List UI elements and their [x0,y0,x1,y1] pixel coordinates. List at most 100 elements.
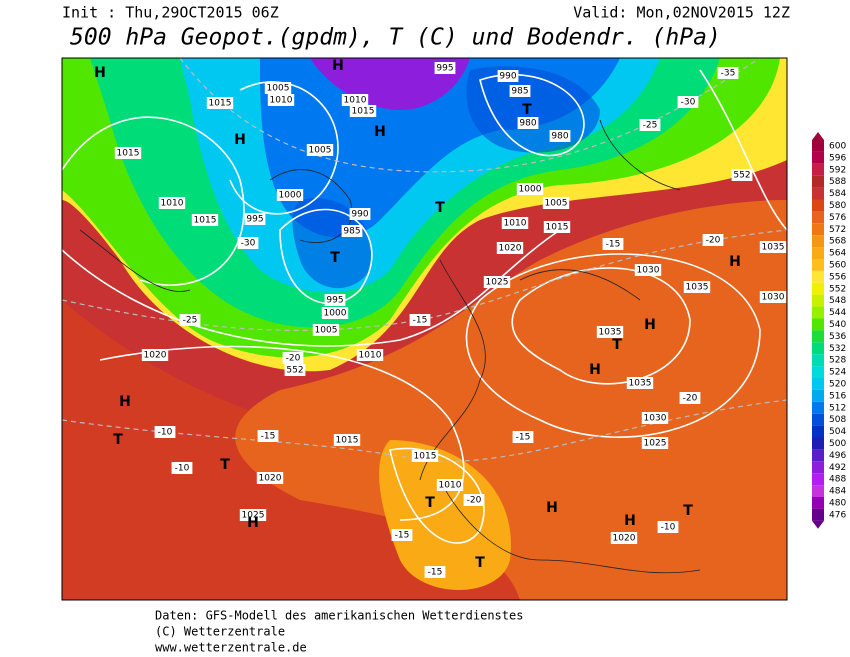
label-box [154,426,176,438]
colorbar-cell [812,247,824,259]
contour-label: -20 [467,496,482,506]
contour-label: -20 [286,354,301,364]
label-box [179,314,201,326]
colorbar-label: 492 [829,463,846,473]
contour-label: 1030 [644,414,667,424]
label-box [244,213,266,225]
contour-label: -25 [643,121,658,131]
label-box [276,189,304,201]
label-box [509,85,531,97]
contour-label: 1035 [762,243,785,253]
label-box [759,291,787,303]
colorbar-cell [812,318,824,331]
contour-label: -10 [175,464,190,474]
contour-label: 1005 [315,326,338,336]
colorbar-label: 508 [829,415,846,425]
colorbar-label: 528 [829,356,846,366]
colorbar-cell [812,425,824,438]
label-box [759,241,787,253]
map-frame [61,57,788,601]
label-box [114,147,142,159]
label-box [237,237,259,249]
colorbar-bottom-arrow [812,520,824,529]
colorbar-cell [812,306,824,319]
contour-label: 1035 [686,283,709,293]
map-title: 500 hPa Geopot.(gpdm), T (C) und Bodendr… [70,25,721,51]
label-box [391,529,413,541]
colorbar-label: 600 [829,141,846,151]
colorbar-label: 556 [829,272,846,282]
label-box [349,105,377,117]
label-box [543,221,571,233]
pressure-center: H [644,317,656,333]
colorbar-label: 540 [829,320,846,330]
init-time: Init : Thu,29OCT2015 06Z [62,4,279,22]
label-box [321,307,349,319]
contour-label: 980 [551,132,568,142]
colorbar-label: 504 [829,427,846,437]
contour-label: 1010 [504,219,527,229]
contour-label: -10 [158,428,173,438]
contour-label: -25 [183,316,198,326]
pressure-center: H [729,254,741,270]
label-box [496,242,524,254]
contour-label: 985 [343,227,360,237]
label-box [516,183,544,195]
label-box [501,217,529,229]
contour-label: 1025 [644,439,667,449]
pressure-center: H [624,513,636,529]
contour-label: -20 [706,236,721,246]
label-box [717,67,739,79]
colorbar-cell [812,199,824,212]
contour-label: 1000 [324,309,347,319]
label-box [434,62,456,74]
contour-label: 1035 [629,379,652,389]
colorbar-cell [812,270,824,283]
contour-label: 1030 [637,266,660,276]
contour-label: 1015 [117,149,140,159]
label-box [341,225,363,237]
pressure-center: H [589,362,601,378]
contour-label: 1015 [546,223,569,233]
contour-label: 995 [436,64,453,74]
label-box [341,94,369,106]
colorbar-cell [812,354,824,367]
contour-label: 990 [499,72,516,82]
label-box [239,509,267,521]
footer-source: Daten: GFS-Modell des amerikanischen Wet… [155,609,523,623]
contour-label: -30 [241,239,256,249]
pressure-center: T [435,200,445,216]
colorbar-cell [812,223,824,236]
label-box [463,494,485,506]
pressure-center: H [546,500,558,516]
contour-label: 1015 [194,216,217,226]
colorbar-label: 520 [829,379,846,389]
label-box [679,392,701,404]
label-box [333,434,361,446]
contour-label: 1020 [613,534,636,544]
contour-label: 1005 [309,146,332,156]
label-box [639,119,661,131]
label-box [424,566,446,578]
colorbar-cell [812,401,824,414]
colorbar-label: 584 [829,189,846,199]
valid-time: Valid: Mon,02NOV2015 12Z [573,4,790,22]
contour-label: 1005 [545,199,568,209]
label-box [257,430,279,442]
label-box [282,352,304,364]
label-box [267,94,295,106]
label-box [602,238,624,250]
colorbar-cell [812,413,824,426]
label-box [206,97,234,109]
label-box [171,462,193,474]
pressure-center: T [425,495,435,511]
label-box [312,324,340,336]
pressure-center: H [234,132,246,148]
label-box [702,234,724,246]
label-box [191,214,219,226]
colorbar-label: 532 [829,344,846,354]
colorbar-cell [812,473,824,486]
label-box [264,82,292,94]
map-field [62,58,787,600]
contour-label: -10 [661,523,676,533]
